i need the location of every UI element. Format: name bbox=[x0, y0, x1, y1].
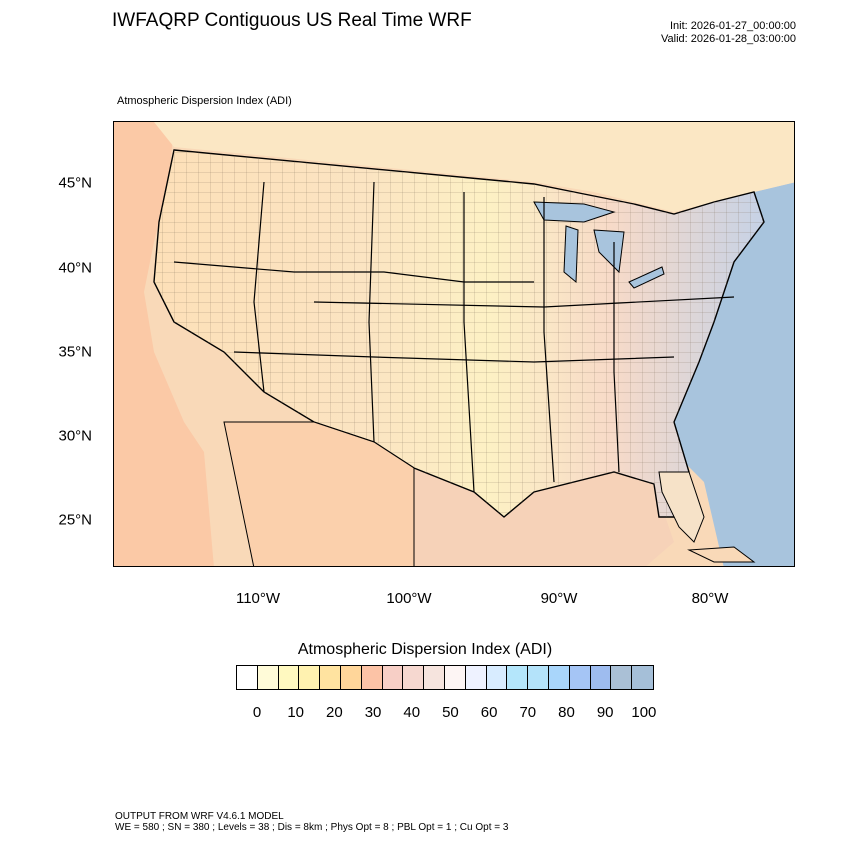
colorbar-tick-label: 10 bbox=[287, 704, 305, 721]
lat-label-45n: 45°N bbox=[58, 174, 92, 192]
state-borders bbox=[173, 181, 735, 493]
colorbar-cell bbox=[237, 666, 258, 689]
lat-label-25n: 25°N bbox=[58, 511, 92, 529]
lake-superior bbox=[533, 201, 616, 223]
colorbar-cell bbox=[278, 666, 300, 689]
model-footer: OUTPUT FROM WRF V4.6.1 MODEL WE = 580 ; … bbox=[115, 811, 508, 833]
colorbar-cell bbox=[590, 666, 612, 689]
colorbar-cell bbox=[528, 666, 549, 689]
lat-label-40n: 40°N bbox=[58, 259, 92, 277]
colorbar-tick-label: 20 bbox=[326, 704, 343, 721]
colorbar-tick-label: 90 bbox=[596, 704, 614, 721]
lat-label-35n: 35°N bbox=[58, 343, 92, 361]
colorbar-cell bbox=[403, 666, 425, 689]
colorbar-cell bbox=[486, 666, 508, 689]
map-subtitle: Atmospheric Dispersion Index (ADI) bbox=[117, 95, 292, 107]
colorbar-tick-label: 0 bbox=[252, 704, 262, 721]
colorbar-cell bbox=[361, 666, 383, 689]
cuba bbox=[687, 546, 756, 563]
gulf-of-mexico bbox=[404, 468, 674, 566]
colorbar-cell bbox=[548, 666, 570, 689]
colorbar-tick-label: 50 bbox=[442, 704, 459, 721]
colorbar-cell bbox=[465, 666, 487, 689]
map-panel bbox=[113, 121, 795, 567]
colorbar bbox=[236, 665, 654, 690]
lake-michigan bbox=[563, 225, 579, 284]
pacific-ocean bbox=[114, 122, 214, 566]
colorbar-tick-label: 60 bbox=[480, 704, 498, 721]
lake-erie bbox=[628, 266, 665, 289]
colorbar-cell bbox=[632, 666, 653, 689]
lake-huron bbox=[593, 229, 625, 274]
florida bbox=[658, 471, 705, 543]
lon-label-100w: 100°W bbox=[386, 590, 432, 607]
colorbar-cell bbox=[382, 666, 404, 689]
lon-label-90w: 90°W bbox=[540, 590, 578, 607]
colorbar-cell bbox=[257, 666, 279, 689]
init-valid-block: Init: 2026-01-27_00:00:00 Valid: 2026-01… bbox=[661, 20, 796, 46]
valid-time: Valid: 2026-01-28_03:00:00 bbox=[661, 33, 796, 45]
adi-map bbox=[114, 122, 794, 566]
colorbar-cell bbox=[424, 666, 445, 689]
atlantic-ocean bbox=[674, 182, 794, 566]
colorbar-cell bbox=[569, 666, 591, 689]
colorbar-cell bbox=[340, 666, 362, 689]
figure-title: IWFAQRP Contiguous US Real Time WRF bbox=[112, 10, 472, 31]
colorbar-cell bbox=[611, 666, 633, 689]
colorbar-cell bbox=[299, 666, 321, 689]
colorbar-cell bbox=[444, 666, 466, 689]
footer-line-2: WE = 580 ; SN = 380 ; Levels = 38 ; Dis … bbox=[115, 822, 509, 833]
colorbar-tick-label: 30 bbox=[364, 704, 382, 721]
lon-label-80w: 80°W bbox=[691, 590, 729, 607]
lat-label-30n: 30°N bbox=[58, 427, 92, 445]
footer-line-1: OUTPUT FROM WRF V4.6.1 MODEL bbox=[115, 811, 284, 822]
lon-label-110w: 110°W bbox=[235, 590, 281, 607]
colorbar-tick-label: 70 bbox=[519, 704, 537, 721]
legend-title: Atmospheric Dispersion Index (ADI) bbox=[297, 641, 553, 658]
canada-region bbox=[154, 122, 794, 212]
mexico-region bbox=[223, 421, 415, 566]
colorbar-tick-label: 40 bbox=[403, 704, 421, 721]
init-time: Init: 2026-01-27_00:00:00 bbox=[670, 20, 796, 32]
colorbar-tick-label: 80 bbox=[558, 704, 575, 721]
colorbar-cell bbox=[507, 666, 529, 689]
colorbar-cell bbox=[320, 666, 341, 689]
colorbar-tick-label: 100 bbox=[631, 704, 657, 721]
